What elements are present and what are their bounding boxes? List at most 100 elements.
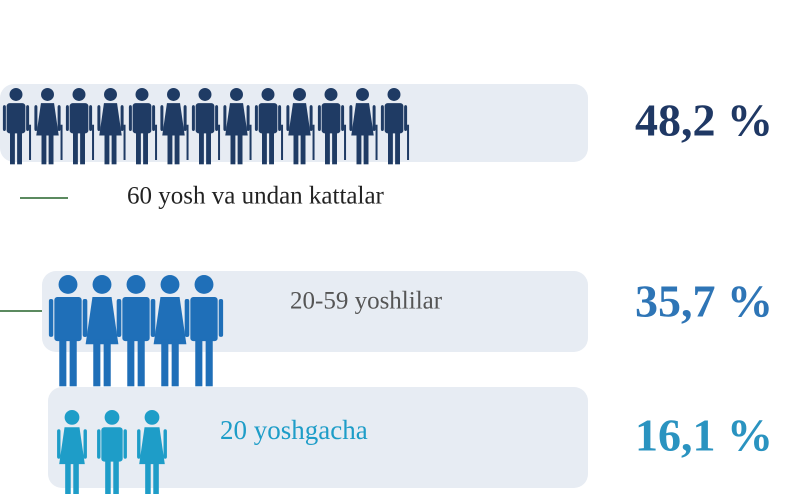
person-icon-part [145, 460, 151, 494]
person-icon-part [230, 88, 243, 101]
person-icon-part [104, 410, 120, 425]
person-icon-part [59, 339, 67, 387]
person-icon-part [137, 339, 145, 387]
person-icon-part [254, 105, 258, 132]
person-icon-part [387, 88, 401, 101]
person-icon-part [380, 105, 384, 132]
person-icon-part [41, 131, 47, 165]
person-icon-part [93, 339, 101, 387]
person-icon-part [64, 410, 80, 425]
person-icon-part [332, 131, 337, 165]
person-icon-part [388, 131, 393, 165]
person-icon-part [230, 131, 236, 165]
person-icon-part [184, 299, 190, 337]
person-icon-part [73, 131, 78, 165]
person-icon-part [65, 460, 71, 494]
person-icon-part [309, 105, 313, 132]
person-icon-part [153, 297, 187, 345]
person-icon-part [215, 105, 219, 132]
person-icon-part [83, 429, 87, 459]
person-icon-part [163, 429, 167, 459]
person-icon-part [120, 105, 124, 132]
person-icon-part [57, 429, 61, 459]
person-icon-part [139, 427, 165, 465]
person-icon-part [17, 131, 22, 165]
person-icon-part [54, 297, 82, 342]
person-icon-part [85, 297, 119, 345]
person-icon-part [104, 88, 117, 101]
person-icon-part [36, 103, 59, 136]
person-icon-part [206, 131, 211, 165]
person-icon-part [321, 103, 341, 134]
person-icon-part [300, 131, 306, 165]
person-icon-part [123, 429, 127, 459]
person-icon-part [286, 105, 290, 132]
person-icon-part [191, 105, 195, 132]
person-icon-part [97, 429, 101, 459]
person-icon-part [128, 105, 132, 132]
person-icon-part [26, 105, 30, 132]
person-icon-part [104, 131, 110, 165]
person-icon-part [288, 103, 311, 136]
person-icon-part [144, 410, 160, 425]
person-icon-part [363, 131, 369, 165]
person-icon-part [194, 275, 214, 294]
person-icon-part [126, 275, 146, 294]
person-icon-part [205, 339, 213, 387]
group-share: 35,7 % [635, 276, 773, 327]
person-icon-part [89, 105, 93, 132]
person-icon-part [99, 103, 122, 136]
person-icon-part [82, 299, 88, 337]
person-icon-part [101, 427, 123, 462]
person-icon-part [171, 339, 179, 387]
person-icon-part [80, 131, 85, 165]
person-icon-part [127, 339, 135, 387]
person-icon-part [59, 427, 85, 465]
person-icon-part [69, 103, 89, 134]
person-icon-part [160, 275, 180, 294]
person-icon-part [262, 131, 267, 165]
person-icon-part [195, 103, 215, 134]
person-icon-part [237, 131, 243, 165]
person-icon-part [269, 131, 274, 165]
person-icon-part [218, 299, 224, 337]
person-icon-part [6, 103, 26, 134]
person-icon-part [65, 105, 69, 132]
person-icon-part [293, 131, 299, 165]
person-icon-part [161, 339, 169, 387]
person-icon-part [58, 275, 78, 294]
person-icon-part [195, 339, 203, 387]
person-icon-part [122, 297, 150, 342]
person-icon-part [143, 131, 148, 165]
person-icon-part [92, 275, 112, 294]
person-icon-part [69, 339, 77, 387]
person-icon-part [356, 88, 369, 101]
person-icon-part [105, 460, 111, 494]
person-icon-part [135, 88, 149, 101]
person-icon-part [136, 131, 141, 165]
person-icon-part [225, 103, 248, 136]
person-icon-part [10, 131, 15, 165]
person-icon-part [167, 131, 173, 165]
person-icon-part [48, 299, 54, 337]
person-icon-part [356, 131, 362, 165]
person-icon-part [278, 105, 282, 132]
person-icon-part [152, 105, 156, 132]
person-icon-part [258, 103, 278, 134]
person-icon-part [341, 105, 345, 132]
icons [2, 88, 410, 494]
person-icon-part [198, 88, 212, 101]
person-icon-part [97, 105, 101, 132]
person-icon-part [57, 105, 61, 132]
person-icon-part [223, 105, 227, 132]
person-icon-part [9, 88, 23, 101]
person-icon-part [190, 297, 218, 342]
person-icon-part [261, 88, 275, 101]
person-icon-part [41, 88, 54, 101]
person-icon-part [116, 299, 122, 337]
group-label: 20 yoshgacha [220, 415, 368, 445]
person-icon-part [150, 299, 156, 337]
person-icon-part [199, 131, 204, 165]
person-icon-part [162, 103, 185, 136]
